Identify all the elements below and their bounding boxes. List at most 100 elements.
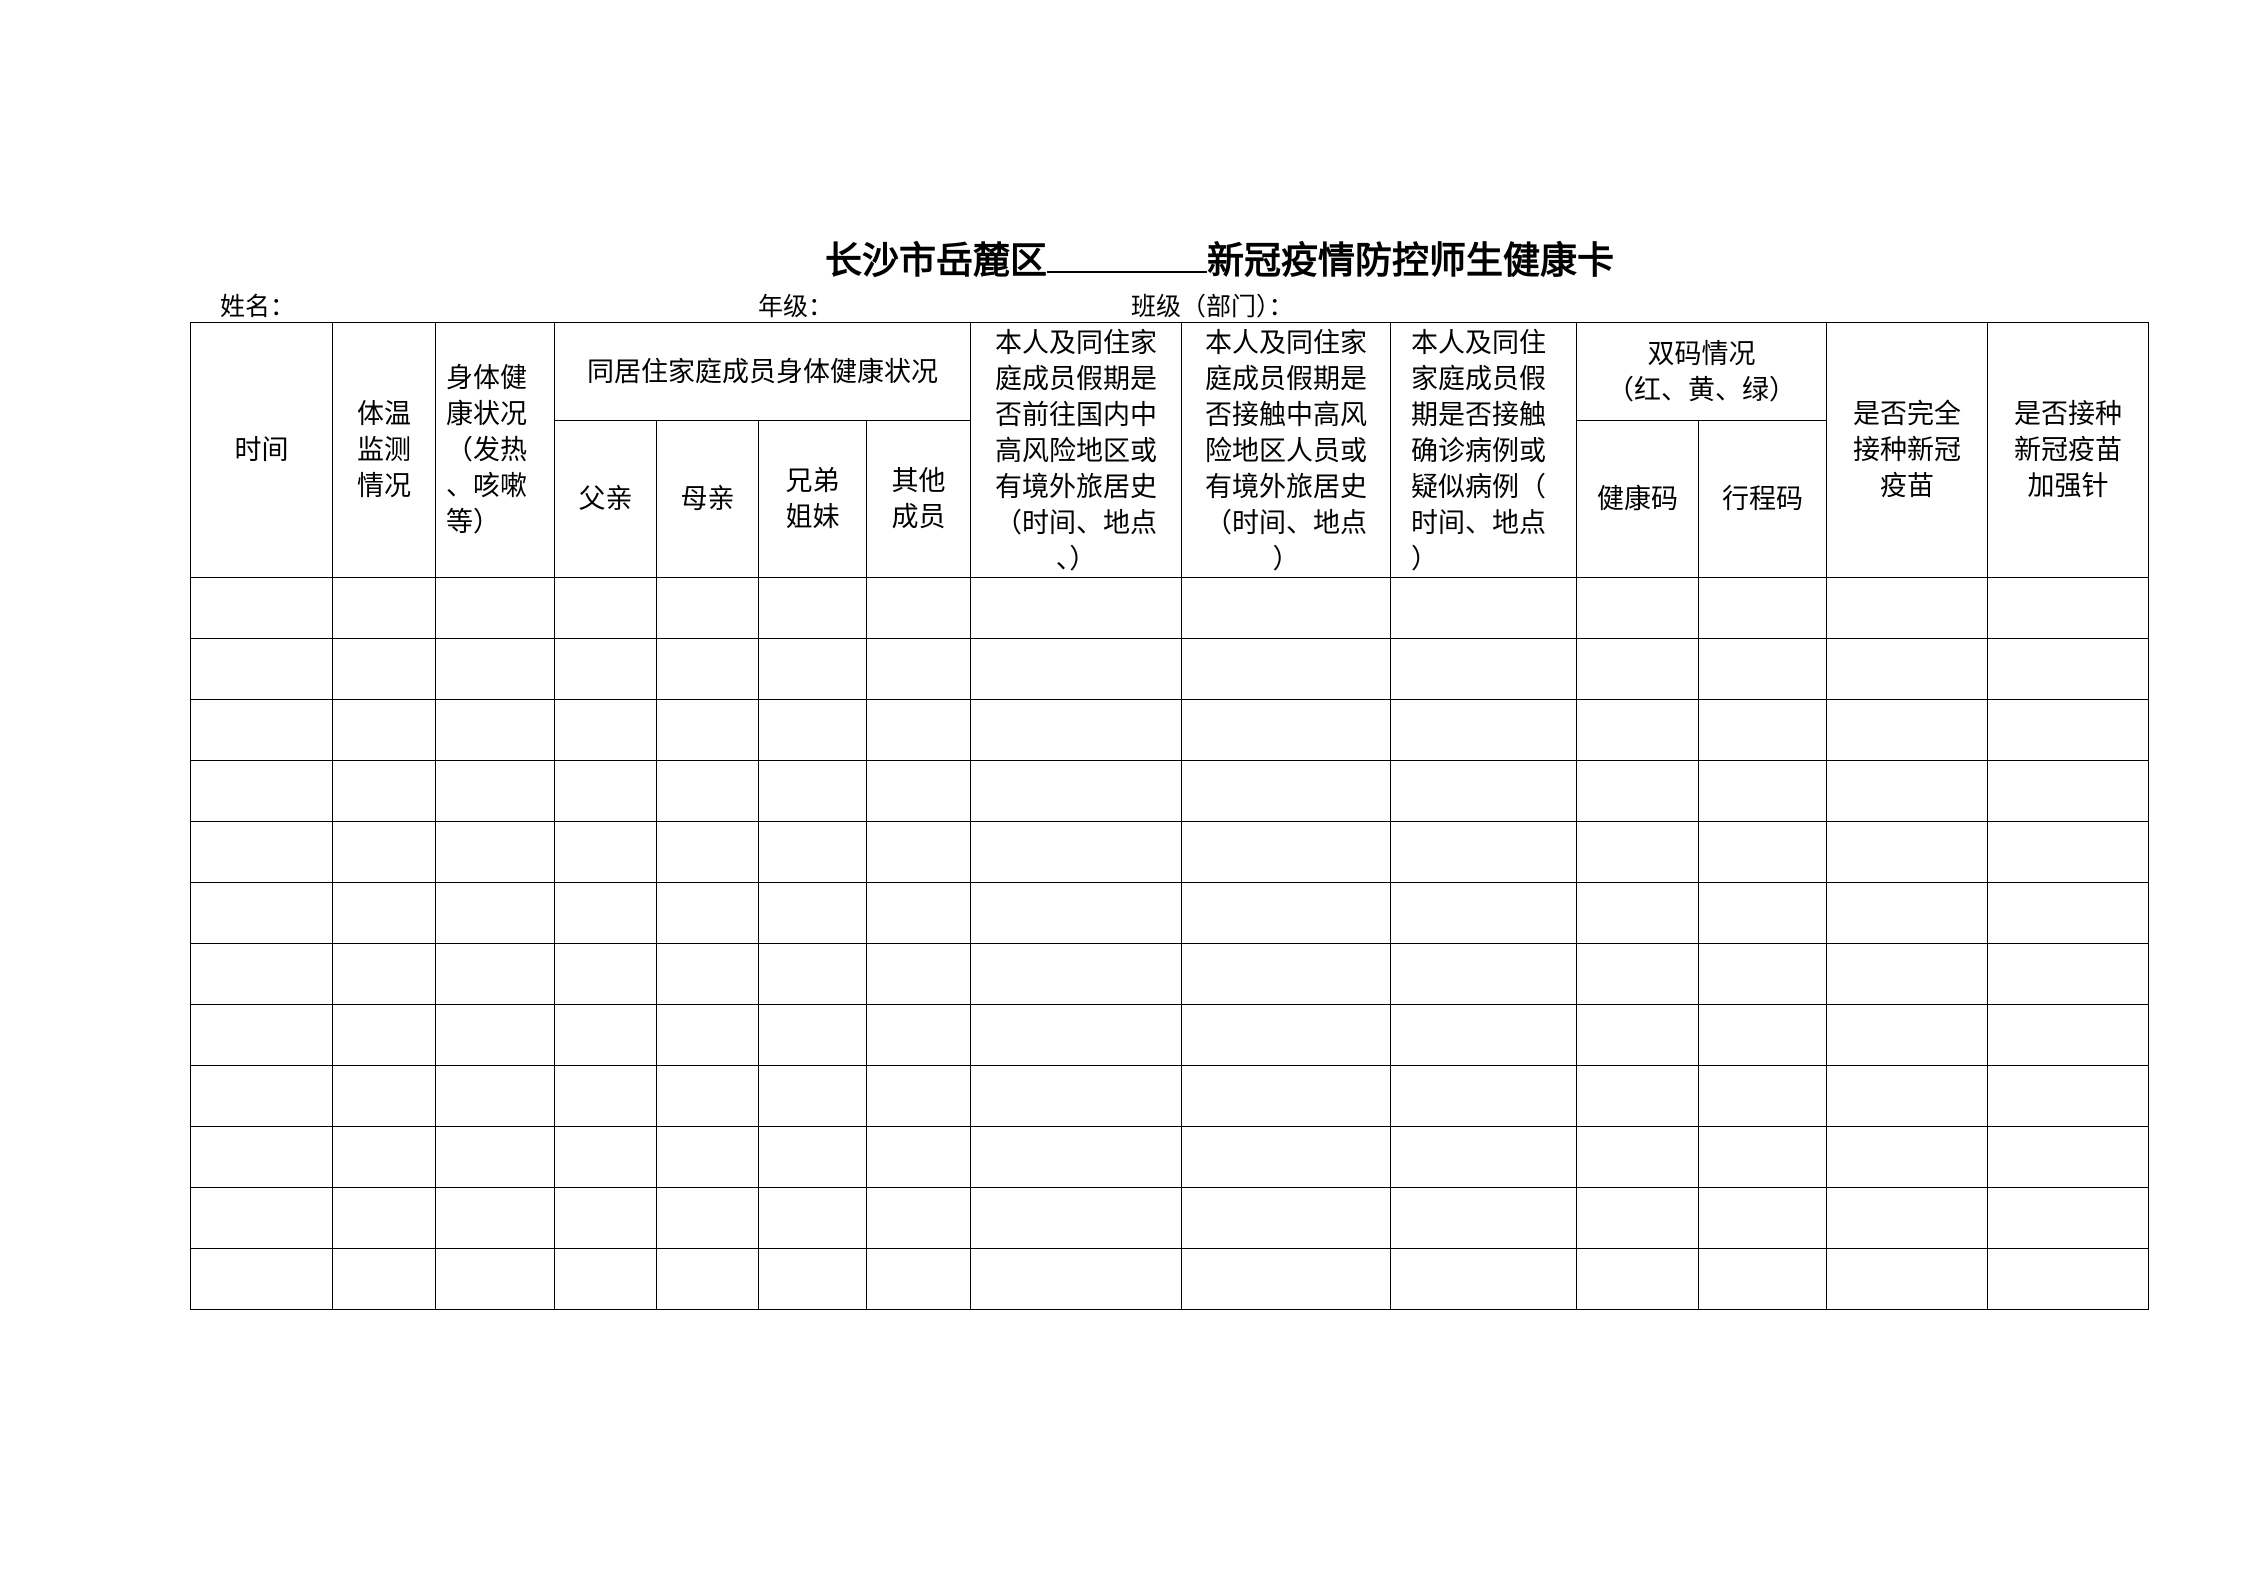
table-cell[interactable] [758,1004,867,1066]
table-cell[interactable] [332,699,436,761]
table-cell[interactable] [656,943,759,1005]
table-cell[interactable] [1181,638,1391,700]
table-cell[interactable] [970,943,1182,1005]
table-cell[interactable] [1576,699,1699,761]
table-cell[interactable] [1987,1065,2149,1127]
table-cell[interactable] [970,882,1182,944]
table-cell[interactable] [970,1187,1182,1249]
table-cell[interactable] [970,699,1182,761]
table-cell[interactable] [332,1126,436,1188]
table-cell[interactable] [1826,1004,1988,1066]
table-cell[interactable] [758,760,867,822]
table-cell[interactable] [1826,638,1988,700]
table-cell[interactable] [656,1187,759,1249]
table-cell[interactable] [435,1065,555,1127]
table-cell[interactable] [190,1065,333,1127]
table-cell[interactable] [656,1126,759,1188]
table-cell[interactable] [656,638,759,700]
table-cell[interactable] [656,760,759,822]
table-cell[interactable] [1987,699,2149,761]
table-cell[interactable] [758,1187,867,1249]
table-cell[interactable] [866,1065,971,1127]
table-cell[interactable] [554,1248,657,1310]
table-cell[interactable] [656,1065,759,1127]
table-cell[interactable] [758,943,867,1005]
table-cell[interactable] [1698,760,1827,822]
table-cell[interactable] [554,1004,657,1066]
table-cell[interactable] [1390,1126,1577,1188]
table-cell[interactable] [435,1248,555,1310]
table-cell[interactable] [1826,1126,1988,1188]
table-cell[interactable] [332,1004,436,1066]
table-cell[interactable] [1181,1126,1391,1188]
table-cell[interactable] [1576,1248,1699,1310]
table-cell[interactable] [1390,699,1577,761]
table-cell[interactable] [1390,638,1577,700]
table-cell[interactable] [1826,760,1988,822]
table-cell[interactable] [435,1004,555,1066]
table-cell[interactable] [1390,1065,1577,1127]
table-cell[interactable] [1698,638,1827,700]
table-cell[interactable] [190,1004,333,1066]
table-cell[interactable] [1576,1187,1699,1249]
table-cell[interactable] [190,577,333,639]
table-cell[interactable] [758,1126,867,1188]
table-cell[interactable] [656,1004,759,1066]
table-cell[interactable] [190,882,333,944]
table-cell[interactable] [1181,699,1391,761]
table-cell[interactable] [1576,760,1699,822]
table-cell[interactable] [866,1004,971,1066]
table-cell[interactable] [1987,577,2149,639]
table-cell[interactable] [866,638,971,700]
table-cell[interactable] [435,1187,555,1249]
table-cell[interactable] [1576,1126,1699,1188]
table-cell[interactable] [1576,577,1699,639]
table-cell[interactable] [332,1248,436,1310]
table-cell[interactable] [332,882,436,944]
table-cell[interactable] [435,1126,555,1188]
table-cell[interactable] [1698,577,1827,639]
table-cell[interactable] [1698,1126,1827,1188]
table-cell[interactable] [1576,1065,1699,1127]
table-cell[interactable] [970,1065,1182,1127]
table-cell[interactable] [1987,760,2149,822]
table-cell[interactable] [554,1065,657,1127]
table-cell[interactable] [656,699,759,761]
table-cell[interactable] [656,577,759,639]
table-cell[interactable] [190,638,333,700]
table-cell[interactable] [970,1004,1182,1066]
table-cell[interactable] [1698,699,1827,761]
table-cell[interactable] [1576,638,1699,700]
table-cell[interactable] [554,699,657,761]
table-cell[interactable] [554,760,657,822]
table-cell[interactable] [656,821,759,883]
table-cell[interactable] [758,882,867,944]
table-cell[interactable] [332,1065,436,1127]
table-cell[interactable] [190,1126,333,1188]
table-cell[interactable] [332,638,436,700]
table-cell[interactable] [758,577,867,639]
table-cell[interactable] [866,1248,971,1310]
table-cell[interactable] [1826,821,1988,883]
table-cell[interactable] [970,1248,1182,1310]
table-cell[interactable] [435,577,555,639]
table-cell[interactable] [1826,699,1988,761]
table-cell[interactable] [1181,1248,1391,1310]
table-cell[interactable] [1826,882,1988,944]
table-cell[interactable] [970,638,1182,700]
table-cell[interactable] [554,638,657,700]
table-cell[interactable] [970,577,1182,639]
table-cell[interactable] [1181,577,1391,639]
table-cell[interactable] [970,821,1182,883]
table-cell[interactable] [554,1187,657,1249]
table-cell[interactable] [1390,821,1577,883]
table-cell[interactable] [190,1248,333,1310]
table-cell[interactable] [190,760,333,822]
table-cell[interactable] [190,1187,333,1249]
table-cell[interactable] [554,1126,657,1188]
table-cell[interactable] [970,760,1182,822]
table-cell[interactable] [435,882,555,944]
table-cell[interactable] [332,943,436,1005]
table-cell[interactable] [332,760,436,822]
table-cell[interactable] [332,1187,436,1249]
